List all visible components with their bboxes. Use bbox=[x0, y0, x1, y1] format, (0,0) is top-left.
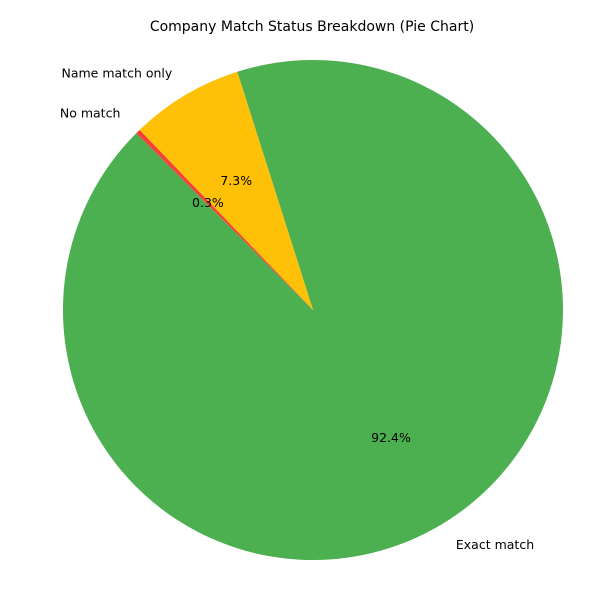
pie-slice-exact-match bbox=[62, 60, 563, 561]
pie-labels: Exact match 92.4% Name match only 7.3% No ma… bbox=[60, 66, 534, 552]
slice-label: Exact match bbox=[456, 537, 534, 552]
pie-slice-name-match-only bbox=[139, 71, 313, 310]
pie-slices bbox=[62, 60, 563, 561]
slice-percent-label: 7.3% bbox=[220, 173, 252, 188]
slice-percent-label: 0.3% bbox=[192, 195, 224, 210]
slice-label: No match bbox=[60, 106, 121, 121]
slice-label: Name match only bbox=[61, 66, 172, 81]
slice-percent-label: 92.4% bbox=[371, 430, 411, 445]
pie-slice-no-match bbox=[136, 129, 313, 310]
chart-title: Company Match Status Breakdown (Pie Char… bbox=[150, 19, 474, 35]
